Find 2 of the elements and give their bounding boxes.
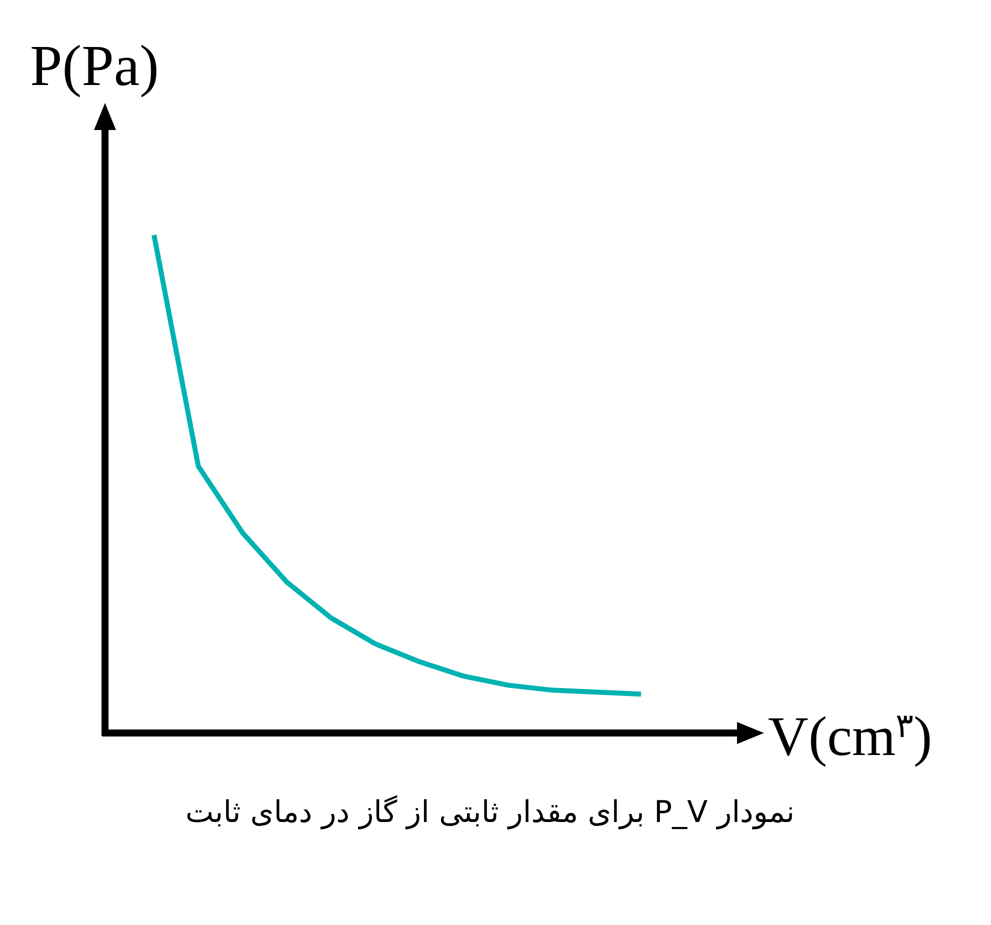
text: نمودار P_V برای مقدار ثابتی از گاز در دمای ثابت [185, 795, 795, 830]
y-axis-title: P(Pa) [30, 33, 159, 98]
